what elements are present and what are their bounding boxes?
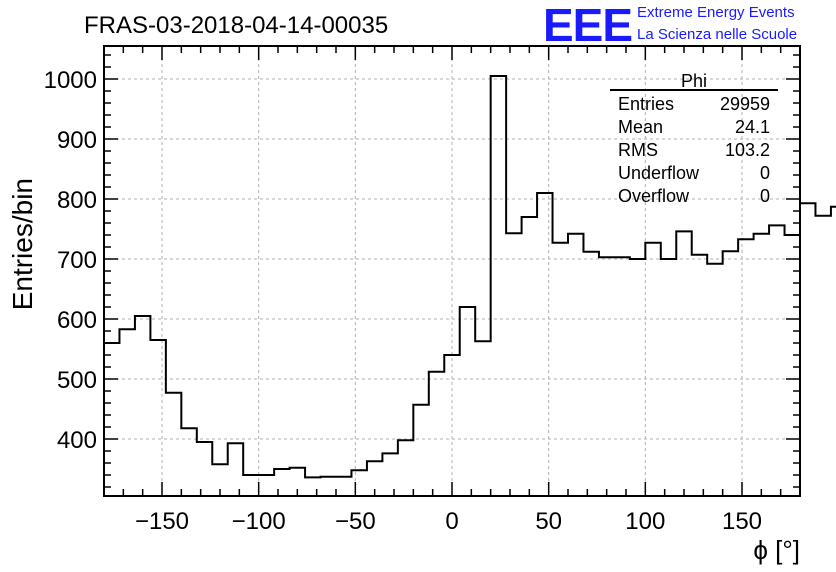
stats-row-label: RMS (618, 140, 658, 160)
stats-row-label: Entries (618, 94, 674, 114)
eee-logo: EEE (543, 0, 633, 51)
axis-ticks (104, 46, 800, 496)
y-tick-label: 600 (57, 307, 97, 334)
x-tick-label: 150 (722, 508, 762, 535)
stats-box: Phi Entries 29959 Mean 24.1 RMS 103.2 Underflo… (610, 71, 778, 206)
y-tick-label: 700 (57, 247, 97, 274)
y-tick-label: 400 (57, 427, 97, 454)
stats-box-title: Phi (681, 71, 707, 91)
y-tick-label: 500 (57, 367, 97, 394)
stats-row-label: Underflow (618, 163, 700, 183)
org-name-line1: Extreme Energy Events (637, 4, 795, 21)
y-tick-label: 800 (57, 187, 97, 214)
stats-row-value: 29959 (720, 94, 770, 114)
y-tick-label: 1000 (44, 67, 97, 94)
x-tick-label: −150 (135, 508, 189, 535)
stats-row-label: Mean (618, 117, 663, 137)
x-tick-label: 100 (625, 508, 665, 535)
org-name-line2: La Scienza nelle Scuole (637, 26, 798, 43)
x-axis-label: ϕ [°] (753, 535, 800, 565)
grid-lines (104, 46, 800, 496)
y-tick-label: 900 (57, 127, 97, 154)
stats-row-value: 0 (760, 163, 770, 183)
histogram-series (104, 75, 836, 479)
y-axis-label: Entries/bin (7, 178, 38, 310)
x-tick-label: −100 (232, 508, 286, 535)
stats-row-value: 0 (760, 186, 770, 206)
x-tick-label: 50 (535, 508, 562, 535)
chart-title: FRAS-03-2018-04-14-00035 (84, 12, 389, 39)
tick-labels: −150 −100 −50 0 50 100 150 400 500 600 700 800 900 10… (44, 67, 762, 535)
stats-row-value: 103.2 (725, 140, 770, 160)
stats-row-value: 24.1 (735, 117, 770, 137)
x-tick-label: 0 (445, 508, 458, 535)
x-tick-label: −50 (335, 508, 376, 535)
stats-row-label: Overflow (618, 186, 690, 206)
